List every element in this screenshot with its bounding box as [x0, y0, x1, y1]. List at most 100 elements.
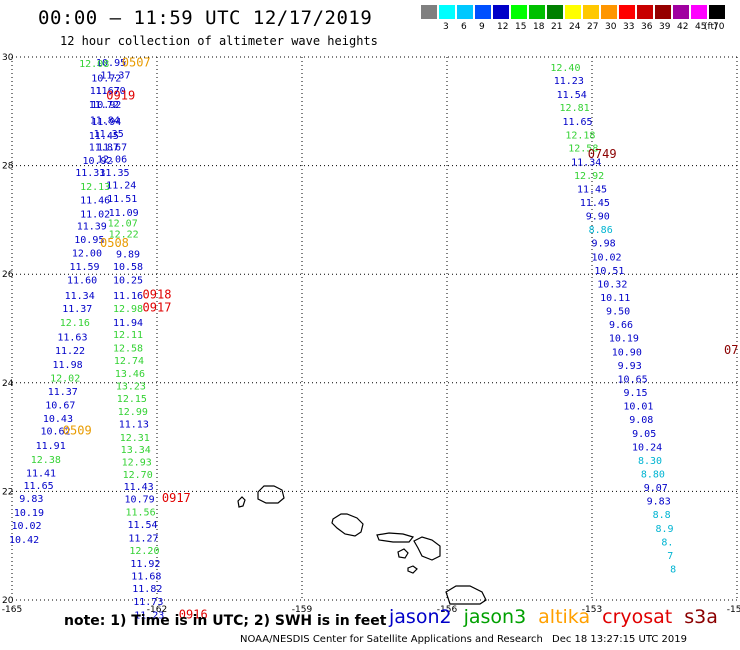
- scale-swatch: [583, 5, 599, 19]
- scale-swatch: [619, 5, 635, 19]
- wave-height-value: 11.37: [62, 304, 92, 315]
- scale-swatch: [601, 5, 617, 19]
- wave-height-value: 9.83: [19, 494, 43, 505]
- lat-tick-label: 30: [2, 53, 14, 63]
- island-niihau: [237, 496, 246, 508]
- scale-label: 45: [695, 22, 707, 32]
- wave-height-value: 11.34: [571, 157, 601, 168]
- wave-height-value: 12.02: [50, 373, 80, 384]
- pass-time-label: 0507: [122, 55, 151, 69]
- wave-height-value: 11.37: [48, 387, 78, 398]
- wave-height-value: 11.82: [132, 584, 162, 595]
- wave-height-value: 11.37: [100, 70, 130, 81]
- lon-tick-label: -153: [582, 605, 602, 615]
- wave-height-value: 11.67: [90, 86, 120, 97]
- altimeter-track-values: 10.9512.0811.3710.7211.6711.7011.7210.92…: [9, 55, 738, 621]
- footnote: note: 1) Time is in UTC; 2) SWH is in fe…: [64, 613, 387, 629]
- pass-time-label: 0917: [162, 491, 191, 505]
- scale-swatch: [493, 5, 509, 19]
- wave-height-value: 11.84: [90, 115, 120, 126]
- wave-height-value: 12.40: [550, 63, 580, 74]
- legend-item-altika: altika: [538, 606, 591, 628]
- wave-height-value: 12.20: [129, 546, 159, 557]
- wave-height-value: 11.45: [89, 131, 119, 142]
- wave-height-value: 11.72: [89, 100, 119, 111]
- pass-time-label: 0918: [143, 287, 172, 301]
- wave-height-value: 11.70: [96, 86, 126, 97]
- wave-height-value: 12.58: [568, 144, 598, 155]
- wave-height-value: 10.79: [125, 494, 155, 505]
- pass-time-label: 0917: [143, 300, 172, 314]
- pass-time-label: 0919: [106, 89, 135, 103]
- scale-swatch: [691, 5, 707, 19]
- scale-swatch: [547, 5, 563, 19]
- wave-height-value: 12.58: [113, 344, 143, 355]
- island-molokai: [376, 532, 415, 543]
- wave-height-value: 9.90: [586, 212, 610, 223]
- wave-height-value: 10.92: [91, 100, 121, 111]
- legend-item-cryosat: cryosat: [602, 606, 673, 628]
- wave-height-value: 12.99: [118, 407, 148, 418]
- wave-height-value: 8.80: [641, 469, 665, 480]
- scale-label: 9: [479, 22, 485, 32]
- lat-tick-label: 24: [2, 379, 14, 389]
- wave-height-value: 12.22: [109, 229, 139, 240]
- wave-height-value: 12.98: [113, 304, 143, 315]
- pass-time-label: 0916: [179, 608, 208, 622]
- wave-height-value: 12.08: [79, 59, 109, 70]
- wave-height-value: 11.73: [133, 597, 163, 608]
- scale-label: 12: [497, 22, 509, 32]
- wave-height-value: 11.23: [134, 611, 164, 622]
- wave-height-value: 11.59: [69, 262, 99, 273]
- wave-height-value: 12.15: [117, 394, 147, 405]
- wave-height-value: 11.41: [26, 468, 56, 479]
- wave-height-value: 9.66: [609, 320, 633, 331]
- wave-height-value: 11.33: [75, 168, 105, 179]
- wave-height-value: 11.65: [24, 481, 54, 492]
- wave-height-value: 11.23: [554, 76, 584, 87]
- wave-height-value: 13.46: [115, 369, 145, 380]
- wave-height-value: 11.68: [131, 572, 161, 583]
- wave-height-value: 11.24: [106, 181, 136, 192]
- pass-time-label: 0509: [63, 424, 92, 438]
- scale-swatch: [655, 5, 671, 19]
- wave-height-value: 12.93: [122, 458, 152, 469]
- wave-height-value: 11.87: [89, 143, 119, 154]
- wave-height-value: 11.91: [36, 441, 66, 452]
- wave-height-value: 11.51: [107, 194, 137, 205]
- wave-height-value: 11.46: [80, 195, 110, 206]
- wave-height-value: 10.95: [96, 58, 126, 69]
- wave-height-value: 8.8: [653, 510, 671, 521]
- scale-label: 24: [569, 22, 581, 32]
- legend-item-jason3: jason3: [463, 606, 527, 628]
- wave-height-value: 12.06: [97, 155, 127, 166]
- wave-height-value: 11.98: [53, 360, 83, 371]
- wave-height-value: 10.58: [113, 262, 143, 273]
- scale-swatch: [511, 5, 527, 19]
- scale-swatch: [637, 5, 653, 19]
- island-kauai: [257, 485, 285, 504]
- wave-height-value: 11.60: [67, 276, 97, 287]
- wave-height-value: 10.25: [113, 276, 143, 287]
- hawaiian-islands: [237, 485, 487, 605]
- lon-tick-label: -156: [437, 605, 458, 615]
- scale-label: 3: [443, 22, 449, 32]
- wave-height-value: 12.92: [574, 171, 604, 182]
- scale-swatch: [421, 5, 437, 19]
- wave-height-value: 9.05: [632, 429, 656, 440]
- wave-height-value: 10.01: [623, 402, 653, 413]
- island-maui: [413, 536, 441, 561]
- wave-height-value: 8.30: [638, 456, 662, 467]
- wave-height-value: 11.39: [77, 221, 107, 232]
- wave-height-value: 10.24: [632, 442, 662, 453]
- wave-height-value: 8.: [661, 537, 673, 548]
- wave-height-value: 10.11: [600, 293, 630, 304]
- scale-label: 39: [659, 22, 671, 32]
- wave-height-value: 11.54: [127, 520, 157, 531]
- wave-height-value: 9.93: [618, 361, 642, 372]
- wave-height-value: 11.02: [80, 209, 110, 220]
- wave-height-value: 11.35: [94, 129, 124, 140]
- scale-label: 70: [713, 22, 725, 32]
- wave-height-value: 11.63: [57, 333, 87, 344]
